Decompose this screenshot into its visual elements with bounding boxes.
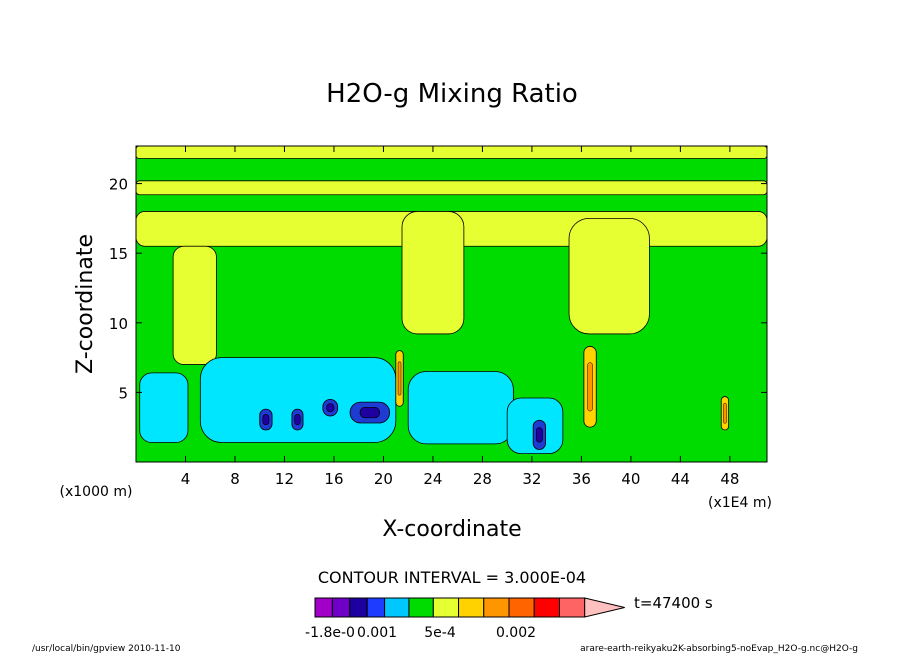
orange-core (397, 361, 402, 396)
x-tick-label: 32 (522, 470, 541, 488)
colorbar-arrow (584, 597, 625, 618)
x-tick-label: 20 (374, 470, 393, 488)
y-unit-label: (x1000 m) (60, 484, 133, 500)
x-tick-label: 16 (324, 470, 343, 488)
colorbar-cell (384, 597, 410, 618)
yellow-region (136, 180, 767, 196)
yellow-region (136, 146, 767, 159)
yellow-region (568, 217, 650, 335)
contour-regions (136, 146, 767, 455)
colorbar-cell (314, 597, 333, 618)
colorbar (314, 597, 625, 618)
colorbar-cell (533, 597, 560, 618)
y-tick-label: 20 (109, 176, 128, 194)
x-axis-label: X-coordinate (382, 517, 521, 542)
x-tick-label: 44 (671, 470, 690, 488)
dark-blue-core (326, 403, 335, 413)
y-axis-label: Z-coordinate (73, 234, 98, 374)
x-tick-label: 28 (473, 470, 492, 488)
x-tick-label: 48 (720, 470, 739, 488)
dark-blue-core (262, 414, 270, 426)
colorbar-cell (331, 597, 351, 618)
footer-filename: arare-earth-reikyaku2K-absorbing5-noEvap… (580, 644, 858, 654)
colorbar-cell (508, 597, 535, 618)
cyan-region (407, 371, 514, 445)
yellow-region (172, 245, 217, 365)
dark-blue-core (294, 414, 301, 426)
colorbar-cell (558, 597, 586, 618)
y-tick-label: 5 (118, 384, 128, 402)
colorbar-cell (366, 597, 386, 618)
colorbar-cell (483, 597, 510, 618)
colorbar-cell (349, 597, 368, 618)
colorbar-cell (458, 597, 485, 618)
y-axis-ticks: 5 10 15 20 (109, 176, 767, 402)
orange-core (723, 403, 727, 424)
footer-program: /usr/local/bin/gpview 2010-11-10 (32, 644, 181, 654)
x-tick-label: 12 (275, 470, 294, 488)
colorbar-label: -1.8e-0 (305, 625, 355, 641)
colorbar-label: 0.002 (496, 625, 536, 641)
colorbar-cell (432, 597, 460, 618)
colorbar-label: 0.001 (357, 625, 397, 641)
cyan-region (139, 372, 189, 443)
x-tick-label: 40 (621, 470, 640, 488)
x-axis-ticks: 4 8 12 16 20 24 28 32 36 40 44 48 (181, 146, 739, 488)
y-tick-label: 10 (109, 315, 128, 333)
plot-area (136, 146, 767, 462)
colorbar-label: 5e-4 (424, 625, 456, 641)
dark-blue-core (535, 427, 543, 443)
x-tick-label: 4 (181, 470, 191, 488)
orange-core (587, 362, 593, 412)
colorbar-cell (408, 597, 434, 618)
contour-interval-label: CONTOUR INTERVAL = 3.000E-04 (318, 568, 586, 587)
x-tick-label: 8 (230, 470, 240, 488)
colorbar-labels: -1.8e-0 0.001 5e-4 0.002 (305, 625, 536, 641)
x-tick-label: 36 (572, 470, 591, 488)
y-tick-label: 15 (109, 245, 128, 263)
chart-title: H2O-g Mixing Ratio (326, 79, 578, 109)
dark-blue-core (359, 407, 381, 419)
x-tick-label: 24 (423, 470, 442, 488)
x-unit-label: (x1E4 m) (708, 495, 772, 511)
plot-frame (135, 145, 768, 463)
time-label: t=47400 s (634, 594, 713, 612)
yellow-region (401, 211, 465, 335)
